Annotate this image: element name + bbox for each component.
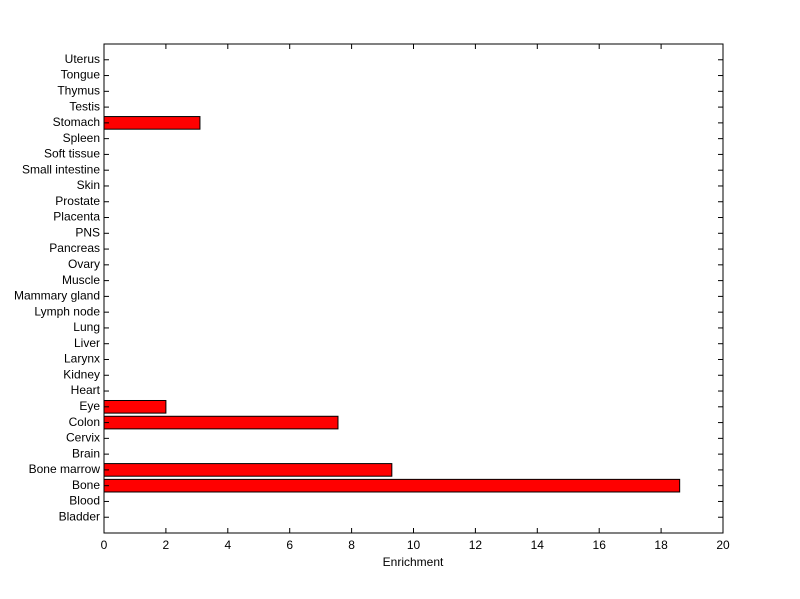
- x-tick-label: 8: [348, 538, 355, 552]
- plot-frame: [103, 43, 724, 534]
- y-tick-label: PNS: [75, 225, 100, 239]
- y-tick-label: Skin: [77, 178, 100, 192]
- x-tick-label: 12: [469, 538, 483, 552]
- x-tick-label: 4: [224, 538, 231, 552]
- x-tick-label: 16: [593, 538, 607, 552]
- y-tick-label: Kidney: [63, 367, 100, 381]
- bar: [103, 463, 393, 477]
- y-tick-label: Eye: [79, 399, 100, 413]
- y-tick-label: Muscle: [62, 273, 100, 287]
- y-tick-label: Brain: [72, 446, 100, 460]
- bar: [103, 399, 167, 414]
- y-tick-label: Liver: [74, 336, 100, 350]
- y-tick-label: Small intestine: [22, 162, 100, 176]
- bar: [103, 415, 339, 430]
- x-tick-label: 14: [531, 538, 545, 552]
- y-tick-label: Mammary gland: [14, 289, 100, 303]
- y-tick-label: Heart: [71, 383, 101, 397]
- bar: [103, 478, 681, 493]
- y-tick-label: Soft tissue: [44, 147, 100, 161]
- x-tick-label: 20: [716, 538, 730, 552]
- y-tick-label: Thymus: [57, 83, 100, 97]
- y-tick-label: Lymph node: [34, 304, 100, 318]
- y-tick-label: Stomach: [53, 115, 100, 129]
- y-tick-label: Cervix: [66, 431, 100, 445]
- y-tick-label: Prostate: [55, 194, 100, 208]
- y-tick-label: Uterus: [65, 52, 100, 66]
- bar: [103, 116, 201, 130]
- y-tick-label: Colon: [69, 415, 100, 429]
- y-tick-label: Bone marrow: [29, 462, 101, 476]
- x-axis-label: Enrichment: [383, 555, 444, 569]
- y-tick-label: Blood: [69, 494, 100, 508]
- y-tick-label: Larynx: [64, 352, 100, 366]
- y-tick-label: Ovary: [68, 257, 100, 271]
- x-tick-label: 6: [286, 538, 293, 552]
- y-tick-label: Pancreas: [49, 241, 100, 255]
- y-tick-label: Testis: [69, 99, 100, 113]
- x-tick-label: 2: [163, 538, 170, 552]
- x-tick-label: 18: [654, 538, 668, 552]
- y-tick-label: Bone: [72, 478, 100, 492]
- y-tick-label: Bladder: [59, 509, 100, 523]
- y-tick-label: Lung: [73, 320, 100, 334]
- y-tick-label: Spleen: [63, 131, 100, 145]
- y-tick-label: Tongue: [61, 68, 101, 82]
- y-tick-label: Placenta: [53, 210, 100, 224]
- x-tick-label: 10: [407, 538, 421, 552]
- x-tick-label: 0: [101, 538, 108, 552]
